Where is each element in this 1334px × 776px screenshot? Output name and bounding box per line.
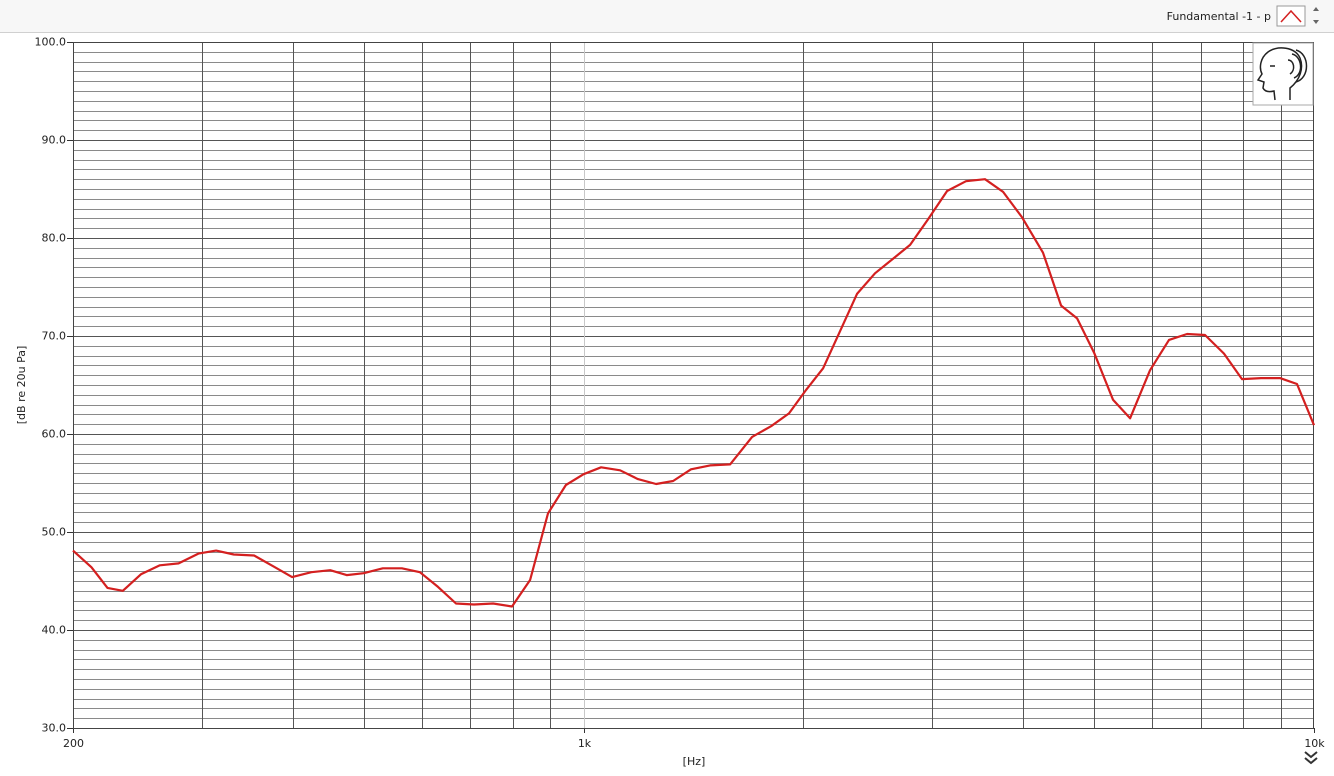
toolbar	[0, 0, 1334, 32]
y-tick-label: 70.0	[42, 330, 67, 343]
ear-icon	[1252, 42, 1314, 106]
y-tick-label: 90.0	[42, 134, 67, 147]
x-tick-label: 1k	[578, 737, 592, 750]
y-tick-label: 30.0	[42, 722, 67, 735]
ear-waves	[1270, 49, 1308, 83]
axes: 30.0 40.0 50.0 60.0 70.0 80.0 90.0 100.0 200 1k 10…	[35, 36, 1326, 751]
x-tick-label: 10k	[1304, 737, 1325, 750]
head-outline	[1256, 47, 1303, 101]
plot-frame	[73, 42, 1314, 729]
icon-frame	[1252, 42, 1314, 106]
legend-swatch	[1280, 9, 1302, 23]
x-tick-label: 200	[63, 737, 84, 750]
y-axis-label: [dB re 20u Pa]	[15, 346, 28, 425]
legend-swatch-box	[1276, 5, 1306, 27]
spinner[interactable]	[1313, 7, 1319, 24]
series-line	[72, 178, 1316, 608]
legend: Fundamental -1 - p	[1167, 5, 1319, 27]
y-tick-label: 60.0	[42, 428, 67, 441]
expand-button[interactable]	[1304, 751, 1318, 765]
plot	[72, 178, 1316, 608]
y-tick-label: 80.0	[42, 232, 67, 245]
x-axis-label: [Hz]	[683, 755, 706, 768]
y-tick-label: 50.0	[42, 526, 67, 539]
legend-label: Fundamental -1 - p	[1167, 10, 1271, 23]
grid	[73, 42, 1314, 729]
y-tick-label: 40.0	[42, 624, 67, 637]
y-tick-label: 100.0	[35, 36, 67, 49]
